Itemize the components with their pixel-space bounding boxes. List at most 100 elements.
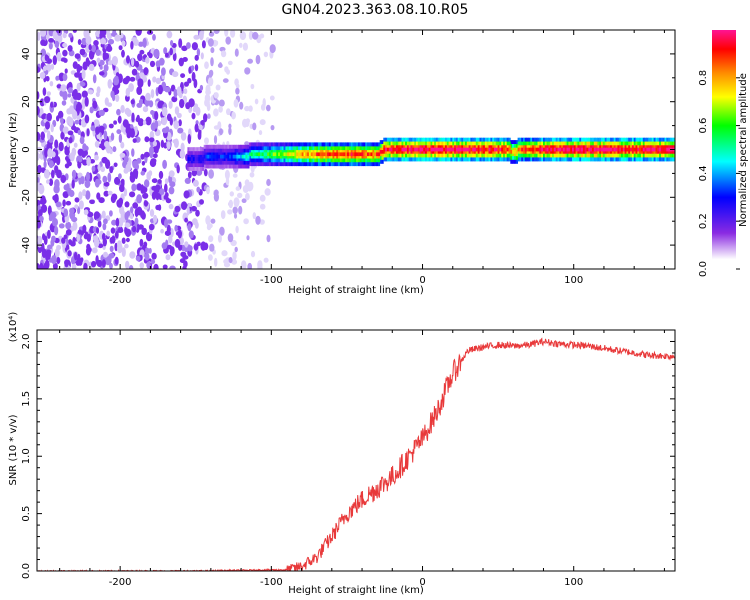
- signal-cell: [599, 147, 602, 152]
- signal-cell: [336, 152, 339, 157]
- noise-cell: [227, 233, 234, 243]
- noise-cell: [106, 230, 110, 237]
- noise-cell: [63, 58, 68, 63]
- signal-cell: [421, 147, 424, 152]
- noise-cell: [149, 146, 154, 156]
- colorbar-ticks: 0.0 0.2 0.4 0.6 0.8: [698, 70, 740, 277]
- y-tick-label: 0.5: [21, 506, 32, 522]
- signal-cell: [512, 150, 515, 154]
- noise-cell: [234, 78, 239, 86]
- noise-cell: [213, 125, 220, 130]
- signal-cell: [356, 152, 359, 157]
- noise-cell: [188, 230, 194, 239]
- noise-cell: [91, 260, 97, 268]
- noise-cell: [153, 48, 160, 59]
- signal-cell: [437, 147, 440, 152]
- signal-cell: [435, 147, 439, 152]
- noise-cell: [178, 57, 184, 67]
- noise-cell: [62, 73, 68, 81]
- noise-cell: [153, 214, 158, 224]
- noise-cell: [195, 106, 201, 116]
- signal-cell: [497, 147, 500, 152]
- signal-cell: [265, 152, 268, 157]
- noise-cell: [40, 48, 47, 58]
- signal-cell: [646, 147, 649, 152]
- noise-cell: [200, 119, 205, 126]
- noise-cell: [161, 115, 168, 126]
- noise-cell: [157, 84, 163, 95]
- noise-cell: [203, 168, 208, 177]
- colorbar-tick-label: 0.8: [698, 70, 709, 86]
- noise-cell: [85, 190, 91, 200]
- noise-cell: [144, 252, 150, 261]
- colorbar: [712, 30, 736, 269]
- noise-cell: [102, 175, 108, 183]
- signal-cell: [376, 152, 379, 157]
- signal-cell: [561, 147, 564, 152]
- noise-cell: [40, 39, 46, 46]
- noise-cell: [207, 77, 214, 87]
- noise-cell: [231, 259, 238, 265]
- signal-cell: [479, 147, 482, 152]
- noise-cell: [228, 257, 233, 264]
- noise-cell: [78, 65, 83, 71]
- noise-cell: [246, 182, 253, 192]
- signal-cell: [379, 150, 382, 154]
- signal-cell: [566, 147, 569, 152]
- noise-cell: [85, 171, 90, 182]
- noise-cell: [121, 178, 125, 188]
- noise-cell: [198, 124, 203, 131]
- noise-cell: [157, 179, 162, 184]
- signal-cell: [240, 154, 243, 159]
- signal-cell: [608, 147, 611, 152]
- signal-cell: [450, 147, 453, 152]
- noise-cell: [194, 54, 199, 61]
- colorbar-tick-label: 0.2: [698, 213, 709, 229]
- signal-cell: [550, 147, 553, 152]
- noise-cell: [56, 84, 62, 89]
- noise-cell: [201, 40, 206, 49]
- noise-cell: [43, 169, 50, 179]
- noise-cell: [144, 247, 150, 255]
- noise-cell: [146, 171, 151, 181]
- noise-cell: [257, 265, 263, 269]
- signal-cell: [278, 152, 281, 157]
- noise-cell: [266, 178, 271, 187]
- noise-cell: [247, 58, 254, 64]
- signal-cell: [668, 147, 671, 152]
- colorbar-label: Normalized spectral amplitude: [738, 73, 749, 227]
- noise-cell: [128, 83, 135, 92]
- signal-cell: [572, 147, 575, 152]
- noise-cell: [177, 229, 182, 239]
- noise-cell: [186, 205, 190, 216]
- noise-cell: [47, 249, 52, 260]
- noise-cell: [108, 253, 115, 259]
- noise-cell: [82, 224, 87, 234]
- noise-cell: [214, 40, 219, 46]
- signal-cell: [412, 147, 415, 152]
- noise-cell: [143, 200, 149, 207]
- noise-cell: [44, 96, 51, 104]
- noise-cell: [172, 71, 179, 78]
- noise-cell: [65, 221, 72, 230]
- noise-cell: [158, 170, 164, 180]
- signal-cell: [341, 152, 344, 157]
- y-tick-label: 20: [21, 95, 32, 108]
- noise-cell: [200, 30, 205, 36]
- noise-cell: [67, 187, 72, 196]
- noise-cell: [37, 106, 40, 116]
- signal-cell: [419, 147, 422, 152]
- signal-cell: [417, 147, 420, 152]
- y-tick-label: -20: [21, 189, 32, 205]
- signal-cell: [408, 147, 411, 152]
- noise-cell: [86, 128, 90, 137]
- noise-cell: [71, 216, 78, 223]
- noise-cell: [112, 146, 117, 153]
- noise-cell: [79, 48, 86, 56]
- signal-cell: [241, 154, 244, 159]
- noise-cell: [62, 199, 66, 207]
- noise-cell: [39, 262, 44, 269]
- noise-cell: [150, 122, 156, 131]
- noise-cell: [77, 229, 82, 235]
- noise-cell: [245, 192, 250, 201]
